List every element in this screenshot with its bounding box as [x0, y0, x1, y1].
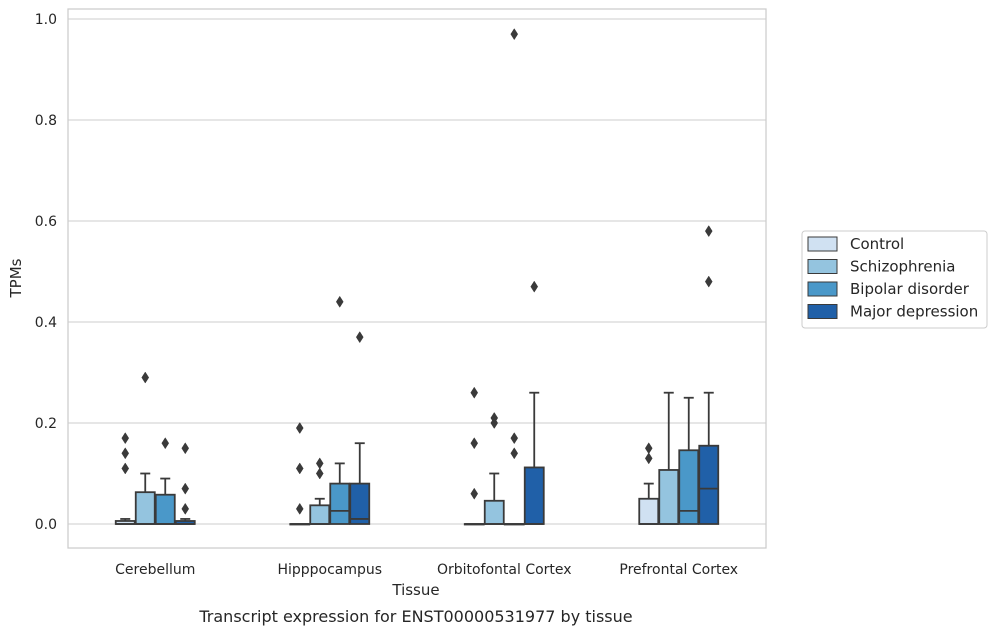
plot-area-frame	[67, 8, 767, 549]
outlier-point	[510, 447, 519, 460]
box-2-1	[483, 411, 505, 525]
outlier-point	[530, 280, 539, 293]
x-tick-label: Orbitofontal Cortex	[437, 562, 572, 578]
outlier-point	[161, 437, 170, 450]
outlier-point	[470, 437, 479, 450]
outlier-point	[141, 371, 150, 384]
x-tick-label: Cerebellum	[115, 562, 195, 578]
box-1-1	[309, 457, 331, 525]
y-tick-label: 1.0	[35, 12, 57, 28]
box-0-0	[114, 432, 136, 525]
outlier-point	[295, 462, 304, 475]
box-body	[349, 482, 371, 525]
box-3-3	[698, 225, 720, 525]
box-body	[483, 499, 505, 525]
box-body	[309, 504, 331, 525]
legend-label: Control	[850, 235, 904, 253]
y-axis-title: TPMs	[7, 258, 25, 298]
outlier-point	[181, 442, 190, 455]
box-1-0	[289, 422, 311, 526]
box-0-2	[154, 437, 176, 525]
legend-swatch	[807, 304, 838, 319]
outlier-point	[121, 432, 130, 445]
legend: Control Schizophrenia Bipolar disorder Majo…	[801, 230, 988, 329]
x-axis-ticks: Cerebellum Hipppocampus Orbitofontal Corte…	[115, 562, 738, 578]
box-2-2	[503, 28, 525, 526]
outlier-point	[510, 432, 519, 445]
legend-label: Major depression	[850, 303, 978, 321]
outlier-point	[181, 502, 190, 515]
outlier-point	[644, 452, 653, 465]
outlier-point	[470, 487, 479, 500]
box-body	[678, 449, 700, 525]
outlier-point	[295, 502, 304, 515]
box-2-0	[463, 386, 485, 526]
outlier-point	[335, 295, 344, 308]
outlier-point	[181, 482, 190, 495]
x-tick-label: Prefrontal Cortex	[619, 562, 738, 578]
y-axis-ticks: 0.0 0.2 0.4 0.6 0.8 1.0	[35, 12, 57, 533]
grid-lines	[68, 18, 766, 525]
x-tick-label: Hipppocampus	[277, 562, 382, 578]
outlier-point	[704, 275, 713, 288]
outlier-point	[490, 411, 499, 424]
outlier-point	[470, 386, 479, 399]
box-body	[658, 469, 680, 525]
legend-swatch	[807, 259, 838, 274]
box-3-2	[678, 396, 700, 525]
y-tick-label: 0.4	[35, 315, 57, 331]
outlier-point	[315, 467, 324, 480]
x-axis-title: Tissue	[391, 581, 439, 599]
outlier-point	[644, 442, 653, 455]
box-0-1	[134, 371, 156, 525]
legend-frame	[801, 230, 988, 329]
outlier-point	[315, 457, 324, 470]
box-body	[154, 493, 176, 525]
outlier-point	[121, 462, 130, 475]
box-body	[329, 482, 351, 525]
box-body	[638, 497, 660, 525]
box-1-2	[329, 295, 351, 525]
legend-label: Schizophrenia	[850, 258, 955, 276]
box-body	[698, 444, 720, 525]
outlier-point	[355, 331, 364, 344]
box-body	[523, 466, 545, 525]
box-3-1	[658, 391, 680, 525]
legend-swatch	[807, 281, 838, 297]
outlier-point	[704, 225, 713, 238]
y-tick-label: 0.2	[35, 416, 57, 432]
outlier-point	[295, 422, 304, 435]
outlier-point	[121, 447, 130, 460]
box-2-3	[523, 280, 545, 525]
box-3-0	[638, 442, 660, 525]
legend-swatch	[807, 236, 838, 252]
outlier-point	[510, 28, 519, 41]
y-tick-label: 0.6	[35, 214, 57, 230]
y-tick-label: 0.0	[35, 517, 57, 533]
y-tick-label: 0.8	[35, 113, 57, 129]
box-body	[134, 491, 156, 525]
box-plots	[114, 28, 720, 526]
legend-label: Bipolar disorder	[850, 280, 970, 298]
chart-caption: Transcript expression for ENST0000053197…	[198, 607, 632, 626]
box-0-3	[174, 442, 196, 525]
box-1-3	[349, 331, 371, 525]
